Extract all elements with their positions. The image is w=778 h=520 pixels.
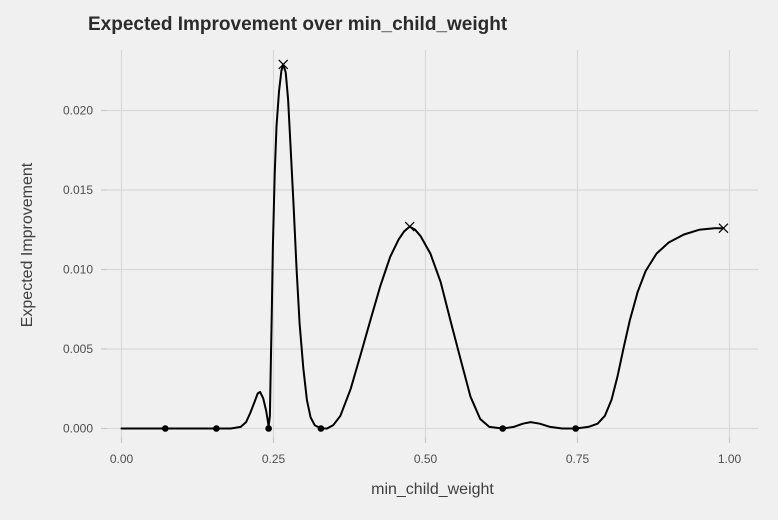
x-tick-label: 0.50 [414, 452, 438, 466]
observed-point-dot [499, 425, 507, 432]
observed-point-dot [161, 425, 169, 432]
y-tick-label: 0.010 [63, 263, 93, 277]
observed-point-dot [572, 425, 579, 432]
observed-point-dot [265, 425, 272, 432]
peak-x-marker [278, 59, 289, 70]
y-tick-label: 0.000 [63, 422, 93, 436]
peak-x-marker [718, 223, 729, 234]
x-tick-label: 0.00 [110, 452, 134, 466]
expected-improvement-curve [120, 63, 725, 430]
y-tick-label: 0.015 [63, 183, 93, 197]
x-tick-label: 1.00 [718, 452, 742, 466]
y-axis-title: Expected Improvement [19, 162, 36, 328]
x-tick-label: 0.75 [566, 452, 590, 466]
chart-title: Expected Improvement over min_child_weig… [88, 14, 508, 35]
x-axis-title: min_child_weight [371, 481, 494, 498]
y-tick-label: 0.020 [63, 104, 93, 118]
x-tick-label: 0.25 [262, 452, 286, 466]
y-tick-label: 0.005 [63, 342, 93, 356]
peak-x-marker [404, 221, 415, 232]
observed-point-dot [317, 425, 325, 432]
observed-point-dot [213, 425, 220, 432]
